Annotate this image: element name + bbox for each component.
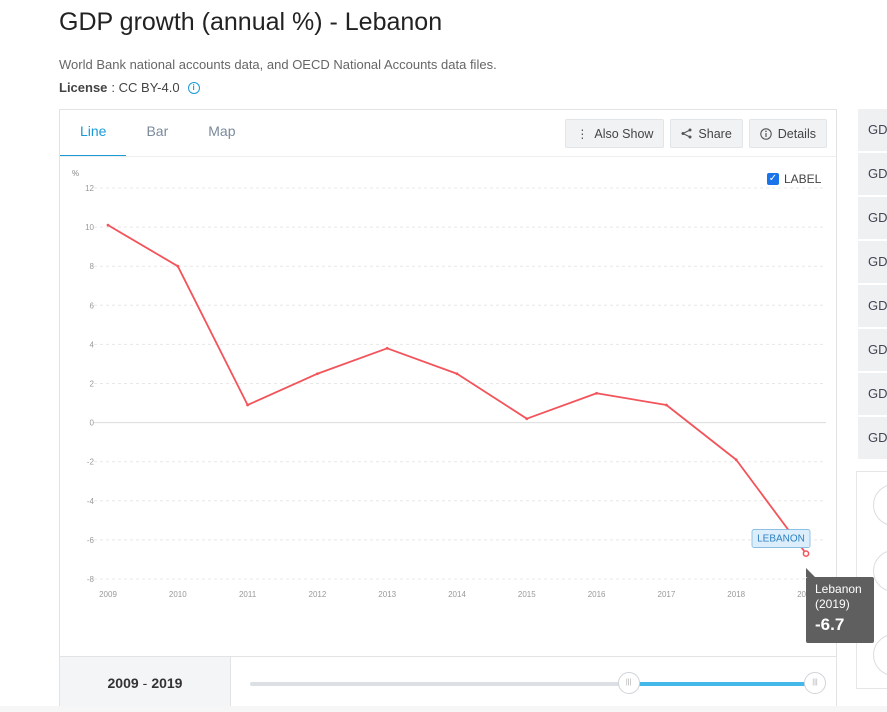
side-tab-item[interactable]: GDP <box>858 241 887 283</box>
side-tab-item[interactable]: GDP <box>858 329 887 371</box>
license-value: : CC BY-4.0 <box>111 80 180 95</box>
tooltip-name: Lebanon <box>815 582 862 596</box>
side-tab-item[interactable]: GDP <box>858 373 887 415</box>
data-point <box>385 346 389 350</box>
bottom-strip <box>0 706 887 712</box>
range-dash: - <box>142 674 148 691</box>
x-tick-label: 2011 <box>239 590 257 599</box>
y-tick-label: 6 <box>90 301 95 310</box>
y-tick-label: 2 <box>90 380 95 389</box>
y-tick-label: -8 <box>87 575 95 584</box>
x-tick-label: 2012 <box>309 590 327 599</box>
chart-panel: Line Bar Map ⋮ Also Show Share Details ✓… <box>59 109 837 708</box>
tooltip-value: -6.7 <box>815 615 845 634</box>
y-tick-label: 12 <box>85 184 94 193</box>
y-axis-unit: % <box>72 169 79 178</box>
side-tab-item[interactable]: GDP <box>858 109 887 151</box>
series-label: LEBANON <box>757 534 805 545</box>
more-vertical-icon: ⋮ <box>576 126 589 141</box>
tooltip-year: (2019) <box>815 597 850 611</box>
info-circle-icon <box>760 127 772 140</box>
source-text: World Bank national accounts data, and O… <box>59 57 497 72</box>
range-bar: 2009 - 2019 ||| ||| <box>60 656 836 708</box>
license-line: License : CC BY-4.0 i <box>59 80 200 95</box>
x-tick-label: 2009 <box>99 590 117 599</box>
license-label: License <box>59 80 108 95</box>
data-tooltip: Lebanon (2019) -6.7 <box>806 568 874 643</box>
y-tick-label: 0 <box>90 419 95 428</box>
side-card-button[interactable] <box>873 484 887 526</box>
also-show-button[interactable]: ⋮ Also Show <box>565 119 665 148</box>
label-toggle[interactable]: ✓ LABEL <box>767 172 821 186</box>
range-slider-fill <box>628 682 815 686</box>
tab-divider <box>60 156 836 157</box>
x-tick-label: 2016 <box>588 590 606 599</box>
data-point <box>595 391 598 395</box>
y-tick-label: 8 <box>90 262 95 271</box>
side-card-button[interactable] <box>873 634 887 676</box>
label-toggle-text: LABEL <box>784 172 822 186</box>
tab-line[interactable]: Line <box>60 110 127 157</box>
x-tick-label: 2010 <box>169 590 187 599</box>
side-tab-item[interactable]: GDP <box>858 153 887 195</box>
share-button[interactable]: Share <box>670 119 743 148</box>
range-label: 2009 - 2019 <box>60 657 231 708</box>
x-tick-label: 2018 <box>727 590 745 599</box>
page-title: GDP growth (annual %) - Lebanon <box>59 8 443 36</box>
chart-tabs: Line Bar Map <box>60 110 256 157</box>
side-tab-item[interactable]: GDP <box>858 285 887 327</box>
y-tick-label: 10 <box>85 223 94 232</box>
y-tick-label: -2 <box>87 458 95 467</box>
side-tab-item[interactable]: GDP <box>858 417 887 459</box>
x-tick-label: 2013 <box>378 590 396 599</box>
line-chart: % -8 -6 -4 -2 0 2 4 6 8 10 12 2009 2010 2011 2012 2013 20… <box>72 169 826 599</box>
details-label: Details <box>777 126 816 141</box>
info-icon[interactable]: i <box>187 81 200 94</box>
label-checkbox[interactable]: ✓ <box>767 173 779 185</box>
series-label-box <box>751 529 811 548</box>
range-start-handle[interactable]: ||| <box>617 672 640 694</box>
data-point <box>316 372 319 376</box>
tab-map[interactable]: Map <box>208 123 236 139</box>
range-start: 2009 <box>107 674 139 691</box>
side-card-button[interactable] <box>873 550 887 592</box>
also-show-label: Also Show <box>594 126 654 141</box>
series-line <box>107 224 807 555</box>
data-point <box>665 403 668 407</box>
share-icon <box>681 128 692 139</box>
details-button[interactable]: Details <box>748 119 827 148</box>
chart-toolbar: ⋮ Also Show Share Details <box>565 119 827 148</box>
data-point <box>734 458 738 462</box>
data-point <box>802 550 810 557</box>
range-end: 2019 <box>151 674 183 691</box>
data-point <box>106 223 110 227</box>
range-end-handle[interactable]: ||| <box>804 672 826 694</box>
x-tick-label: 2017 <box>658 590 676 599</box>
range-slider[interactable]: ||| ||| <box>250 672 826 694</box>
share-label: Share <box>698 126 732 141</box>
data-point <box>176 264 180 268</box>
tab-bar[interactable]: Bar <box>146 123 169 139</box>
x-tick-label: 2014 <box>448 590 466 599</box>
x-tick-label: 2015 <box>518 590 536 599</box>
y-tick-label: -6 <box>87 536 95 545</box>
y-tick-label: -4 <box>87 497 95 506</box>
data-point <box>246 403 250 407</box>
data-point <box>525 417 529 421</box>
side-tab-item[interactable]: GDP <box>858 197 887 239</box>
data-point <box>455 372 459 376</box>
y-tick-label: 4 <box>90 340 95 349</box>
